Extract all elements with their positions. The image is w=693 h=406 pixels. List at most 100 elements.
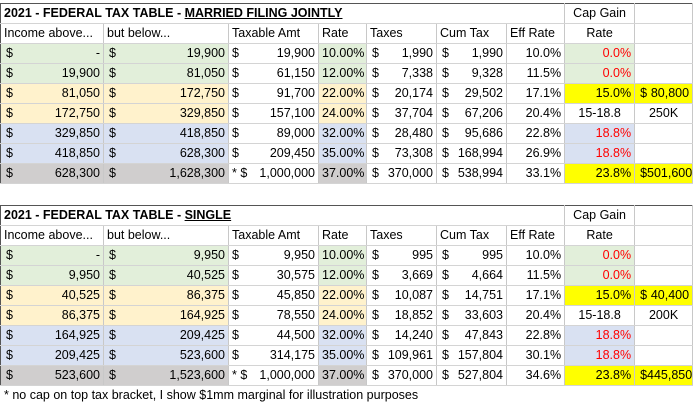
table-row: $523,600 $1,523,600 * $1,000,000 37.00% $370… <box>0 365 693 386</box>
cap-gain-header: Cap Gain <box>564 205 636 226</box>
cum-tax-cell: $14,751 <box>436 285 507 306</box>
income-below-cell-value: 81,050 <box>186 66 225 80</box>
cum-tax-cell: $995 <box>436 245 507 266</box>
eff-rate-cell: 10.0% <box>506 245 566 266</box>
cap-gain-threshold-cell: $40,400 <box>634 285 693 306</box>
cap-gain-rate-value: 0.0% <box>602 248 632 262</box>
column-header: Eff Rate <box>506 23 566 44</box>
cap-gain-rate-cell: 0.0% <box>564 63 636 84</box>
table-row: $86,375 $164,925 $78,550 24.00% $18,852 $33,6… <box>0 305 693 326</box>
income-below-cell-value: 523,600 <box>179 348 225 362</box>
table-row: $81,050 $172,750 $91,700 22.00% $20,174 $29,5… <box>0 83 693 104</box>
cap-gain-threshold-cell-value: 40,400 <box>650 288 690 302</box>
table-row: $ - $9,950 $9,950 10.00% $995 $995 10.0% 0.0% <box>0 245 693 266</box>
taxable-amount-cell: $91,700 <box>228 83 319 104</box>
eff-rate-value: 34.6% <box>525 368 562 382</box>
cap-gain-rate-cell: 23.8% <box>564 365 636 386</box>
income-above-cell: $628,300 <box>0 163 104 184</box>
table-row: $19,900 $81,050 $61,150 12.00% $7,338 $9,328 1… <box>0 63 693 84</box>
taxes-cell-value: 18,852 <box>394 308 433 322</box>
income-below-cell: $172,750 <box>103 83 229 104</box>
rate-cell: 12.00% <box>318 265 367 286</box>
header-row: Income above... but below... Taxable Amt Ra… <box>0 23 693 44</box>
currency-symbol: $ <box>640 368 648 382</box>
table-row: $ - $19,900 $19,900 10.00% $1,990 $1,990 10.0% 0… <box>0 43 693 64</box>
cap-gain-threshold-cell: 250K <box>634 103 693 124</box>
cap-gain-threshold-cell: 200K <box>634 305 693 326</box>
rate-value: 37.00% <box>322 166 365 180</box>
eff-rate-cell: 22.8% <box>506 123 566 144</box>
currency-symbol: $ <box>372 126 379 140</box>
income-above-cell-value: 40,525 <box>61 288 100 302</box>
rate-cell: 22.00% <box>318 83 367 104</box>
column-header-label: but below... <box>107 26 171 40</box>
taxes-cell: $14,240 <box>366 325 437 346</box>
table-row: $628,300 $1,628,300 * $1,000,000 37.00% $370… <box>0 163 693 184</box>
column-header-label: Eff Rate <box>510 26 555 40</box>
column-header: Eff Rate <box>506 225 566 246</box>
taxes-cell-value: 3,669 <box>401 268 433 282</box>
footnote-marker: * <box>232 166 237 180</box>
rate-cell: 32.00% <box>318 325 367 346</box>
income-below-cell: $418,850 <box>103 123 229 144</box>
income-below-cell: $329,850 <box>103 103 229 124</box>
currency-symbol: $ <box>232 288 239 302</box>
taxable-amount-cell: * $1,000,000 <box>228 163 319 184</box>
cap-gain-rate-value: 18.8% <box>595 328 632 342</box>
eff-rate-cell: 17.1% <box>506 83 566 104</box>
header-row: Income above... but below... Taxable Amt Ra… <box>0 225 693 246</box>
eff-rate-cell: 34.6% <box>506 365 566 386</box>
cap-gain-rate-value: 0.0% <box>602 46 632 60</box>
taxable-amount-value: 44,500 <box>276 328 315 342</box>
income-below-cell: $9,950 <box>103 245 229 266</box>
currency-symbol: $ <box>109 328 116 342</box>
cap-gain-rate-value: 15.0% <box>595 288 632 302</box>
taxable-amount-value: 157,100 <box>269 106 315 120</box>
taxes-cell: $73,308 <box>366 143 437 164</box>
column-header-label: Taxable Amt <box>232 26 301 40</box>
currency-symbol: $ <box>6 348 13 362</box>
column-header-label: Taxes <box>370 228 403 242</box>
income-above-cell-value: 164,925 <box>54 328 100 342</box>
cap-gain-threshold-cell <box>634 123 693 144</box>
rate-cell: 37.00% <box>318 365 367 386</box>
cum-tax-cell-value: 995 <box>482 248 503 262</box>
income-below-cell: $1,523,600 <box>103 365 229 386</box>
taxable-amount-cell: $314,175 <box>228 345 319 366</box>
currency-symbol: $ <box>6 308 13 322</box>
rate-value: 22.00% <box>322 86 365 100</box>
rate-cell: 10.00% <box>318 43 367 64</box>
income-above-cell-value: 209,425 <box>54 348 100 362</box>
taxable-amount-cell: $209,450 <box>228 143 319 164</box>
taxable-amount-value: 91,700 <box>276 86 315 100</box>
currency-symbol: $ <box>232 146 239 160</box>
column-header-label: Rate <box>322 26 349 40</box>
eff-rate-cell: 33.1% <box>506 163 566 184</box>
currency-symbol: $ <box>6 146 13 160</box>
cum-tax-cell-value: 527,804 <box>457 368 503 382</box>
taxable-amount-value: 61,150 <box>276 66 315 80</box>
taxable-amount-value: 45,850 <box>276 288 315 302</box>
taxable-amount-cell: $19,900 <box>228 43 319 64</box>
currency-symbol: $ <box>109 66 116 80</box>
taxable-amount-cell: $44,500 <box>228 325 319 346</box>
eff-rate-cell: 17.1% <box>506 285 566 306</box>
income-above-cell: $ - <box>0 245 104 266</box>
cap-gain-threshold-cell <box>634 43 693 64</box>
rate-value: 32.00% <box>322 126 365 140</box>
taxes-cell: $28,480 <box>366 123 437 144</box>
taxes-cell: $3,669 <box>366 265 437 286</box>
blank-cell <box>634 225 693 246</box>
currency-symbol: $ <box>442 126 449 140</box>
currency-symbol: $ <box>372 368 379 382</box>
taxes-cell-value: 7,338 <box>401 66 433 80</box>
currency-symbol: $ <box>232 268 239 282</box>
currency-symbol: $ <box>240 166 248 180</box>
eff-rate-cell: 20.4% <box>506 305 566 326</box>
cum-tax-cell: $157,804 <box>436 345 507 366</box>
income-above-cell: $172,750 <box>0 103 104 124</box>
income-above-cell: $81,050 <box>0 83 104 104</box>
footnote: * no cap on top tax bracket, I show $1mm… <box>4 388 419 402</box>
cum-tax-cell: $95,686 <box>436 123 507 144</box>
income-below-cell-value: 329,850 <box>179 106 225 120</box>
